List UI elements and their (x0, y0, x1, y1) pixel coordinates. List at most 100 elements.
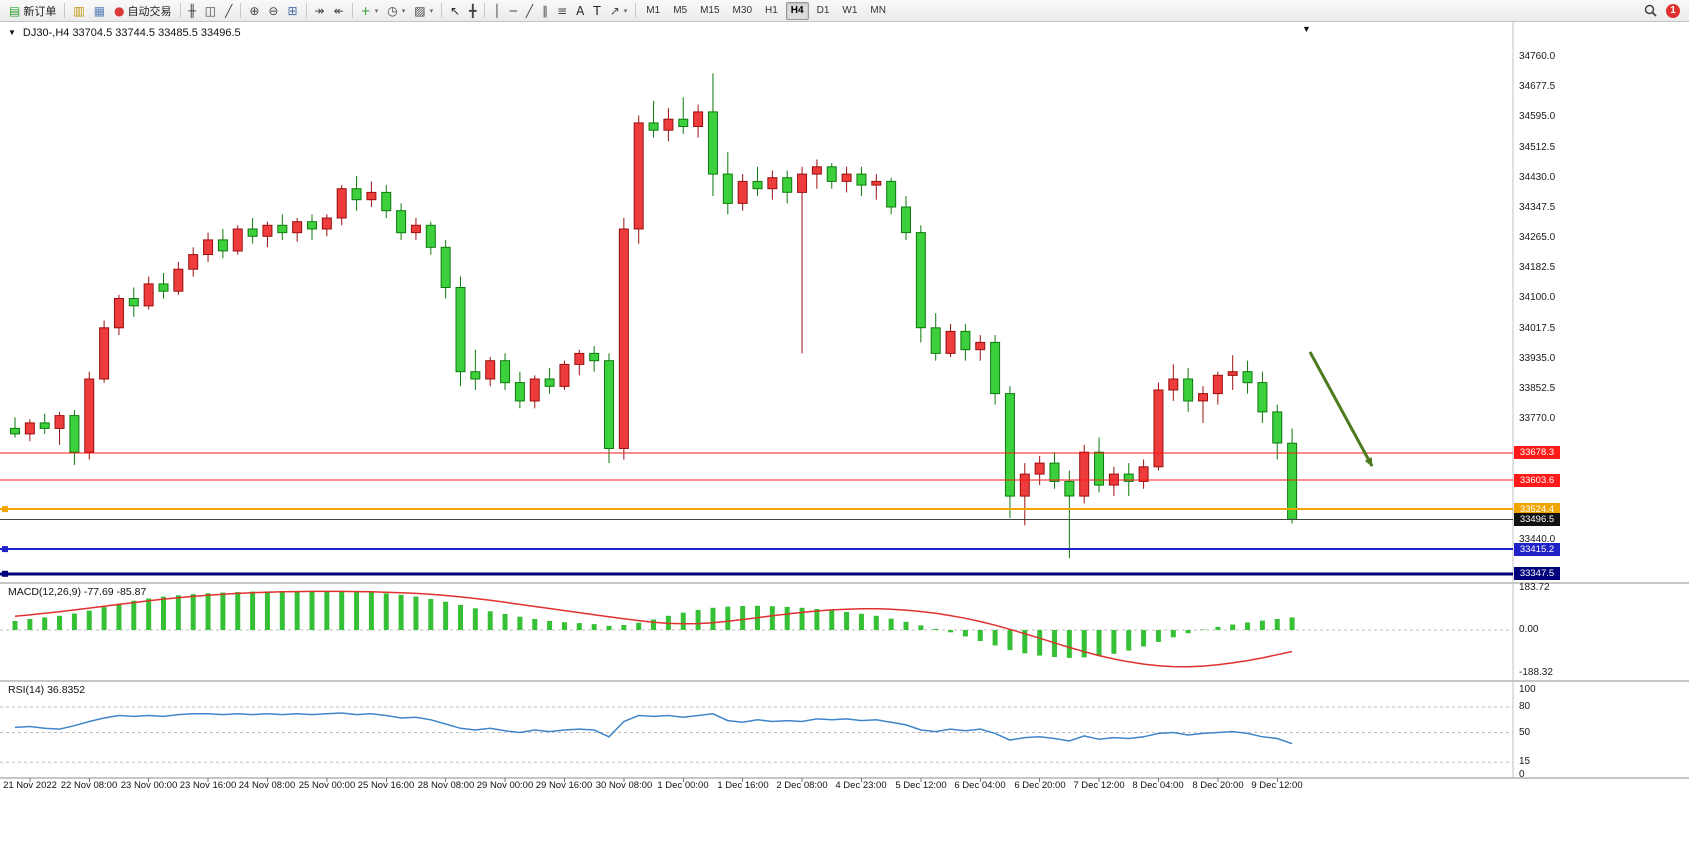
hline-handle[interactable] (2, 546, 8, 553)
rsi-line (14, 712, 1293, 745)
toolbar-divider (240, 3, 242, 18)
charts-icon[interactable]: ▥ (69, 2, 88, 20)
chevron-down-icon: ▾ (401, 7, 406, 15)
macd-signal-line (14, 590, 1293, 668)
zoom-out-icon-glyph: ⊖ (268, 3, 279, 18)
timeframe-m30-button[interactable]: M30 (732, 4, 752, 16)
line-chart-type-icon[interactable]: ╱ (221, 2, 236, 20)
notification-badge[interactable]: 1 (1666, 3, 1680, 18)
autotrading-button-label: 自动交易 (127, 5, 172, 18)
label-tool-icon[interactable]: T (589, 2, 604, 20)
time-axis-label: 8 Dec 04:00 (1132, 780, 1184, 791)
horizontal-line-tool-icon[interactable]: ─ (506, 2, 521, 20)
price-axis-label: 33770.0 (1519, 413, 1556, 424)
price-tag-33524.4: 33524.4 (1514, 503, 1560, 516)
macd-axis-label: 0.00 (1519, 624, 1539, 635)
chart-canvas[interactable] (0, 22, 1689, 860)
rsi-layer (0, 706, 1513, 763)
channel-tool-icon[interactable]: ∥ (538, 2, 552, 20)
zoom-out-icon[interactable]: ⊖ (264, 2, 282, 20)
tile-windows-icon-glyph: ⊞ (287, 3, 298, 18)
macd-title: MACD(12,26,9) -77.69 -85.87 (8, 586, 147, 598)
time-axis-label: 8 Dec 20:00 (1192, 780, 1244, 791)
time-axis-label: 21 Nov 2022 (3, 780, 57, 791)
tile-windows-icon[interactable]: ⊞ (283, 2, 301, 20)
text-tool-icon-glyph: A (576, 3, 585, 18)
rsi-axis-label: 80 (1519, 701, 1531, 712)
auto-scroll-icon[interactable]: ↠ (311, 2, 329, 20)
templates-button[interactable]: ▨ ▾ (410, 2, 437, 20)
time-axis-label: 23 Nov 16:00 (179, 780, 237, 791)
zoom-in-icon[interactable]: ⊕ (245, 2, 263, 20)
time-axis-label: 9 Dec 12:00 (1251, 780, 1303, 791)
price-axis-label: 34512.5 (1519, 142, 1556, 153)
timeframe-w1-button[interactable]: W1 (842, 4, 858, 16)
timeframe-m5-button[interactable]: M5 (673, 4, 688, 16)
chart-ohlc-title: DJ30-,H4 33704.5 33744.5 33485.5 33496.5 (22, 27, 241, 39)
autotrading-glyph: ● (114, 3, 125, 18)
price-axis-label: 33852.5 (1519, 383, 1556, 394)
vertical-line-tool-icon[interactable]: │ (489, 2, 504, 20)
price-axis[interactable] (1513, 22, 1689, 778)
chart-shift-icon[interactable]: ↞ (330, 2, 348, 20)
time-axis-label: 23 Nov 00:00 (120, 780, 178, 791)
new-order-button[interactable]: ▤ 新订单 (5, 2, 60, 20)
crosshair-tool-icon[interactable]: ╋ (465, 2, 480, 20)
chevron-down-icon: ▾ (623, 7, 628, 15)
periods-glyph: ◷ (387, 3, 398, 18)
timeframe-h4-button[interactable]: H4 (785, 1, 809, 20)
chevron-down-icon: ▾ (374, 7, 379, 15)
timeframe-d1-button[interactable]: D1 (816, 4, 830, 16)
line-chart-type-icon-glyph: ╱ (225, 3, 233, 18)
timeframe-mn-button[interactable]: MN (870, 4, 886, 16)
time-axis-label: 29 Nov 00:00 (476, 780, 534, 791)
hline-handle[interactable] (2, 570, 8, 577)
price-axis-label: 34760.0 (1519, 51, 1556, 62)
cursor-tool-icon-glyph: ↖ (450, 3, 461, 18)
price-tag-33347.5: 33347.5 (1514, 567, 1560, 580)
rsi-axis-label: 100 (1519, 684, 1536, 695)
chart-shift-marker-icon[interactable]: ▼ (1302, 24, 1311, 34)
crosshair-tool-icon-glyph: ╋ (469, 3, 477, 18)
time-axis-label: 6 Dec 20:00 (1014, 780, 1066, 791)
rsi-axis-label: 50 (1519, 727, 1531, 738)
profiles-icon-glyph: ▦ (93, 3, 106, 18)
indicators-glyph: + (360, 3, 371, 18)
fibonacci-tool-icon[interactable]: ≡ (553, 2, 571, 20)
candles-chart-type-icon[interactable]: ◫ (201, 2, 220, 20)
text-tool-icon[interactable]: A (572, 2, 588, 20)
hline-handle[interactable] (2, 506, 8, 513)
periods-button[interactable]: ◷ ▾ (383, 2, 409, 20)
time-axis-label: 1 Dec 00:00 (657, 780, 709, 791)
trend-arrow-annotation[interactable] (1308, 351, 1374, 467)
bars-chart-type-icon[interactable]: ╫ (185, 2, 200, 20)
timeframe-m1-button[interactable]: M1 (646, 4, 661, 16)
rsi-axis-label: 0 (1519, 769, 1525, 780)
autotrading-button[interactable]: ● 自动交易 (110, 2, 175, 20)
price-axis-label: 33935.0 (1519, 353, 1556, 364)
auto-scroll-icon-glyph: ↠ (314, 3, 325, 18)
price-axis-label: 34677.5 (1519, 81, 1556, 92)
toolbar-divider (441, 3, 443, 18)
arrows-tool-icon-glyph: ↗ (609, 3, 620, 18)
indicators-button[interactable]: + ▾ (357, 2, 383, 20)
charts-icon-glyph: ▥ (73, 3, 85, 18)
toolbar-divider (484, 3, 486, 18)
macd-layer (0, 590, 1513, 668)
vertical-line-tool-icon-glyph: │ (493, 3, 501, 18)
cursor-tool-icon[interactable]: ↖ (446, 2, 464, 20)
chart-corner-marker-icon: ▼ (8, 28, 16, 37)
chart-info-bar: ▼ DJ30-,H4 33704.5 33744.5 33485.5 33496… (8, 27, 241, 39)
arrows-tool-icon[interactable]: ↗ ▾ (606, 2, 632, 20)
price-axis-label: 34265.0 (1519, 232, 1556, 243)
timeframe-m15-button[interactable]: M15 (700, 4, 720, 16)
profiles-icon[interactable]: ▦ (90, 2, 109, 20)
trendline-tool-icon[interactable]: ╱ (522, 2, 537, 20)
price-axis-label: 34430.0 (1519, 172, 1556, 183)
horizontal-line-tool-icon-glyph: ─ (509, 3, 517, 18)
price-tag-33678.3: 33678.3 (1514, 446, 1560, 459)
search-icon[interactable] (1640, 2, 1661, 20)
timeframe-h1-button[interactable]: H1 (765, 4, 778, 16)
time-axis-label: 25 Nov 16:00 (357, 780, 415, 791)
